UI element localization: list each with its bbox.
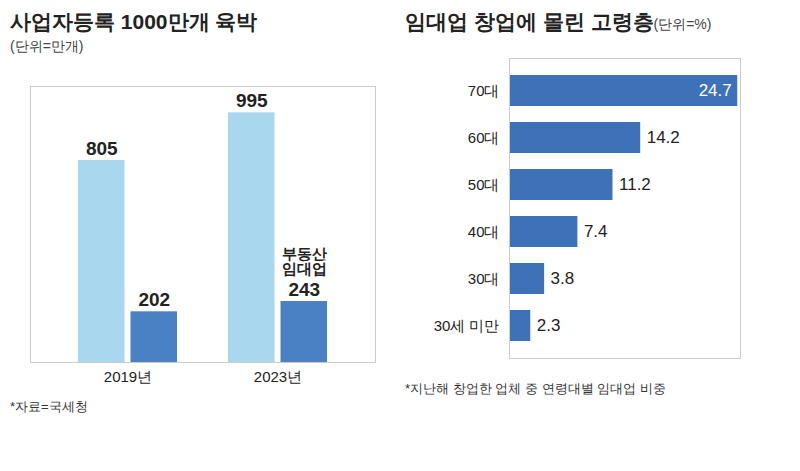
svg-text:60대: 60대 (468, 129, 500, 146)
svg-text:7.4: 7.4 (584, 222, 608, 241)
svg-text:202: 202 (138, 289, 170, 310)
svg-text:995: 995 (236, 90, 268, 111)
svg-text:70대: 70대 (468, 82, 500, 99)
svg-text:50대: 50대 (468, 176, 500, 193)
svg-text:2023년: 2023년 (254, 368, 302, 385)
html-text:*지난해 창업한 업체 중 연령대별 임대업 비중: *지난해 창업한 업체 중 연령대별 임대업 비중 (405, 381, 666, 396)
svg-text:부동산임대업: 부동산임대업 (282, 245, 327, 277)
svg-text:2.3: 2.3 (537, 316, 561, 335)
html-text:사업자등록 1000만개 육박: 사업자등록 1000만개 육박 (10, 10, 258, 33)
html-text:*자료=국세청: *자료=국세청 (10, 399, 88, 414)
svg-text:24.7: 24.7 (699, 81, 732, 100)
svg-text:243: 243 (288, 279, 320, 300)
html-text:임대업 창업에 몰린 고령층(단위=%): 임대업 창업에 몰린 고령층(단위=%) (405, 10, 712, 33)
svg-text:2019년: 2019년 (104, 368, 152, 385)
html-text:(단위=만개): (단위=만개) (10, 38, 84, 54)
svg-text:11.2: 11.2 (619, 175, 651, 194)
svg-text:30세 미만: 30세 미만 (434, 317, 500, 334)
svg-text:40대: 40대 (468, 223, 500, 240)
svg-text:805: 805 (86, 138, 118, 159)
svg-text:30대: 30대 (468, 270, 500, 287)
svg-text:14.2: 14.2 (647, 128, 680, 147)
svg-text:3.8: 3.8 (551, 269, 575, 288)
